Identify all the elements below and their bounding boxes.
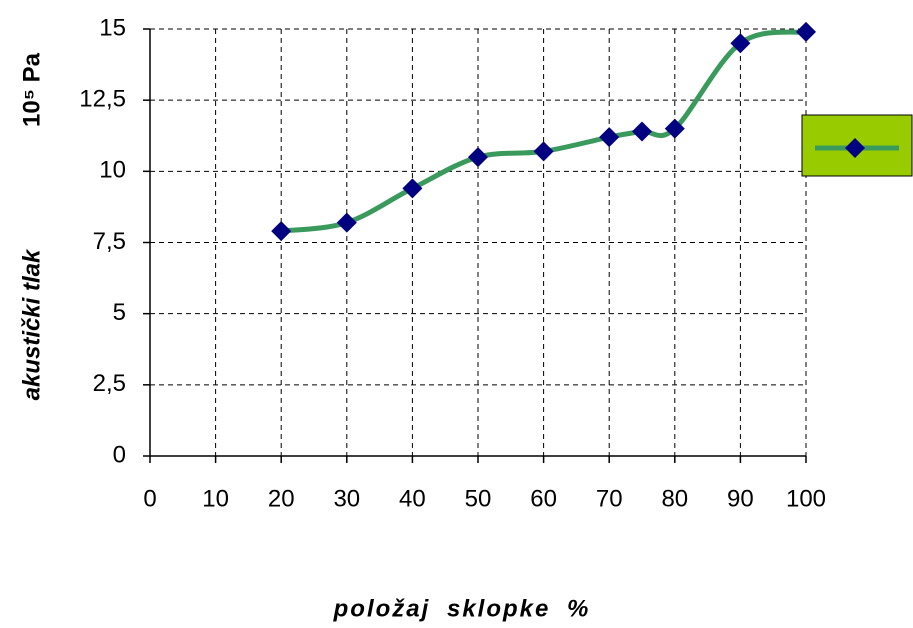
x-tick-label: 20	[268, 485, 295, 512]
x-axis-label: položaj sklopke %	[333, 595, 591, 622]
x-tick-label: 30	[333, 485, 360, 512]
data-point	[468, 147, 488, 168]
x-tick-label: 10	[202, 485, 229, 512]
data-point	[664, 118, 685, 139]
x-tick-label: 100	[786, 485, 826, 512]
y-tick-label: 7,5	[93, 228, 126, 255]
y-tick-label: 5	[113, 299, 126, 326]
y-tick-label: 2,5	[93, 370, 126, 397]
x-tick-label: 80	[661, 485, 688, 512]
data-point	[796, 21, 816, 42]
y-tick-label: 15	[99, 14, 126, 41]
data-point	[599, 127, 620, 148]
x-tick-label: 50	[465, 485, 492, 512]
x-tick-label: 0	[143, 485, 156, 512]
data-point	[533, 141, 554, 162]
data-point	[336, 212, 357, 233]
data-point	[402, 178, 423, 199]
y-tick-label: 12,5	[79, 86, 126, 113]
data-point	[632, 121, 652, 142]
y-tick-label: 10	[99, 157, 126, 184]
x-tick-label: 40	[399, 485, 426, 512]
x-tick-label: 70	[596, 485, 623, 512]
y-axis-label: akustički tlak	[18, 248, 45, 400]
legend-marker	[845, 138, 865, 158]
x-tick-label: 90	[727, 485, 754, 512]
series-line	[280, 29, 807, 234]
y-tick-label: 0	[113, 441, 126, 468]
data-point	[730, 33, 751, 54]
data-point	[271, 221, 292, 242]
y-axis-unit: 10⁵ Pa	[18, 52, 45, 127]
x-tick-label: 60	[530, 485, 557, 512]
